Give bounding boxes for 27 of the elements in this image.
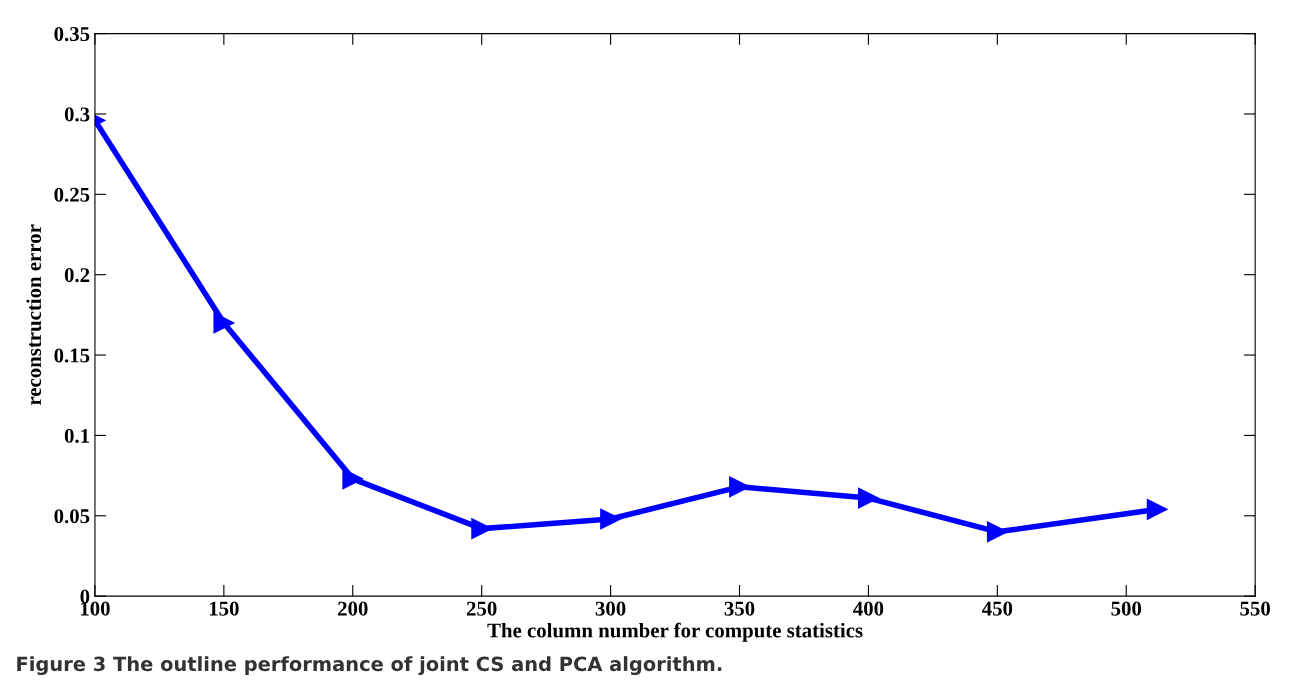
point <box>858 487 879 509</box>
caption: Figure 3 The outline performance of joint CS and PCA algorithm. <box>17 656 722 676</box>
y-axis-title: reconstruction error <box>26 224 42 406</box>
x-axis-title: The column number for compute statistics <box>487 622 863 642</box>
y-tick-label: 0.1 <box>64 428 90 443</box>
point <box>471 518 493 540</box>
x-tick-label: 250 <box>466 601 497 616</box>
x-tick-label: 500 <box>1111 601 1142 616</box>
x-tick-label: 400 <box>853 601 884 616</box>
y-tick-label: 0.3 <box>64 107 90 122</box>
point <box>729 476 750 498</box>
x-tick-label: 150 <box>209 601 239 616</box>
x-tick-label: 550 <box>1240 601 1270 616</box>
y-tick-label: 0.35 <box>54 26 90 42</box>
y-tick-label: 0.05 <box>54 509 90 524</box>
y-tick-label: 0.15 <box>54 348 90 363</box>
point <box>342 468 364 490</box>
point <box>986 521 1008 543</box>
point <box>600 508 622 530</box>
point <box>213 312 235 334</box>
x-tick-label: 350 <box>724 601 755 616</box>
x-tick-label: 200 <box>338 601 368 616</box>
y-tick-label: 0.25 <box>54 187 90 202</box>
y-tick-label: 0.2 <box>64 268 90 283</box>
x-tick-label: 450 <box>982 601 1013 616</box>
x-tick-label: 300 <box>595 601 626 616</box>
point <box>1146 498 1168 520</box>
